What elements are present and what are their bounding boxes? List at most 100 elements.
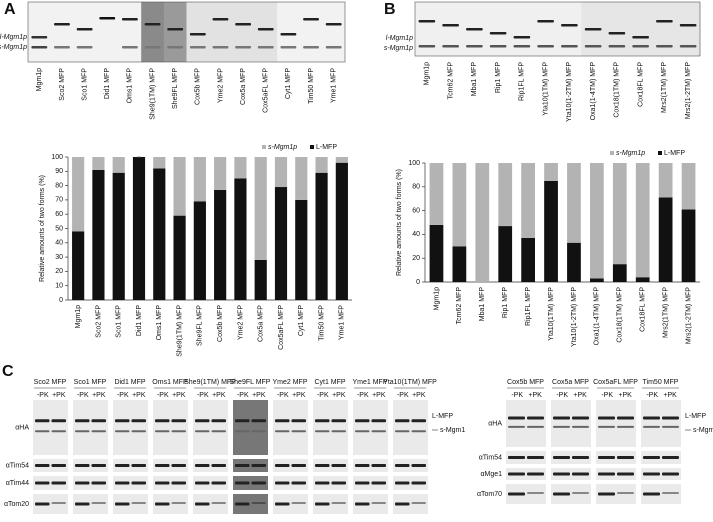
blot-band: [235, 502, 250, 506]
bar-segment: [658, 197, 673, 282]
blot-band: [643, 472, 660, 476]
blot-band: [155, 481, 170, 485]
blot-band: [561, 45, 578, 48]
blot-band: [598, 456, 615, 459]
blot-band: [315, 419, 330, 423]
blot-band: [331, 419, 346, 423]
blot-band: [155, 419, 170, 423]
blot-panel: [551, 400, 591, 447]
blot-panel: [596, 484, 636, 504]
blot-band: [395, 464, 410, 467]
blot-panel: [353, 459, 388, 472]
panel-label: C: [2, 363, 14, 380]
y-tick-label: 20: [412, 255, 420, 262]
blot-band: [280, 33, 297, 36]
blot-band: [508, 456, 525, 459]
group-label: Yta10(1TM) MFP: [383, 379, 437, 386]
blot-lane: [676, 2, 701, 56]
blot-lane: [209, 2, 233, 62]
blot-band: [54, 46, 70, 49]
blot-band: [411, 502, 426, 504]
blot-panel: [273, 400, 308, 455]
blot-band: [489, 45, 507, 48]
blot-panel: [353, 400, 388, 455]
blot-band: [75, 430, 90, 433]
bar-segment: [612, 264, 627, 282]
blot-lane: [652, 2, 677, 56]
blot-panel: [193, 476, 228, 490]
lane-label: Cox5a MFP: [240, 68, 247, 105]
blot-band: [131, 430, 146, 433]
panel-label: B: [384, 1, 396, 18]
blot-panel: [273, 494, 308, 514]
row-label: αTim44: [6, 480, 29, 487]
blot-panel: [393, 400, 428, 455]
blot-lane: [628, 2, 653, 56]
blot-band: [598, 416, 615, 420]
blot-band: [527, 425, 544, 428]
blot-band: [144, 23, 161, 26]
blot-band: [171, 430, 186, 433]
lane-label: -PK: [237, 392, 249, 399]
blot-band: [466, 45, 483, 48]
blot-band: [303, 46, 319, 49]
blot-panel: [393, 476, 428, 490]
blot-band: [31, 36, 48, 39]
blot-panel: [641, 451, 681, 464]
bar-segment: [234, 157, 247, 179]
blot-band: [527, 472, 544, 476]
blot-panel: [233, 459, 268, 472]
blot-band: [303, 18, 319, 21]
row-label: αHA: [15, 424, 29, 431]
blot-band: [325, 23, 342, 26]
bar-segment: [112, 172, 125, 300]
blot-band: [76, 28, 93, 31]
blot-lane: [533, 2, 558, 56]
y-tick-label: 70: [55, 197, 63, 204]
blot-band: [508, 416, 525, 420]
blot-band: [91, 502, 106, 504]
blot-band: [395, 502, 410, 506]
bar-segment: [214, 157, 227, 190]
blot-band: [171, 464, 186, 467]
blot-band: [572, 456, 589, 459]
blot-band: [331, 502, 346, 504]
blot-band: [211, 430, 226, 433]
blot-band: [371, 430, 386, 433]
blot-band: [251, 481, 266, 485]
blot-band: [155, 430, 170, 433]
group-label: Sco2 MFP: [34, 379, 67, 386]
lane-label: +PK: [52, 392, 66, 399]
blot-panel: [641, 484, 681, 504]
blot-panel: [153, 400, 188, 455]
blot-band: [195, 481, 210, 485]
blot-band: [656, 45, 673, 48]
blot-band: [355, 481, 370, 485]
y-tick-label: 40: [412, 231, 420, 238]
x-tick-label: Oms1 MFP: [156, 305, 163, 341]
blot-lane: [438, 2, 463, 56]
blot-band: [275, 419, 290, 423]
x-tick-label: Cyt1 MFP: [298, 305, 305, 336]
lane-label: She9FL MFP: [172, 68, 179, 109]
blot-band: [598, 425, 615, 428]
blot-band: [211, 464, 226, 467]
x-tick-label: Cox5aFL MFP: [278, 305, 285, 350]
lane-label: +PK: [372, 392, 386, 399]
lane-label: Did1 MFP: [104, 68, 111, 99]
row-label: αTim54: [6, 462, 29, 469]
blot-panel: [393, 494, 428, 514]
blot-lane: [415, 2, 440, 56]
blot-band: [189, 46, 206, 49]
blot-band: [75, 464, 90, 467]
blot-band: [76, 46, 93, 49]
lane-label: +PK: [573, 392, 587, 399]
lane-label: -PK: [157, 392, 169, 399]
blot-band: [395, 430, 410, 433]
x-tick-label: Sco2 MFP: [95, 305, 102, 338]
blot-band: [211, 419, 226, 423]
blot-band: [411, 464, 426, 467]
blot-band: [553, 416, 570, 420]
bar-segment: [92, 157, 105, 170]
blot-band: [527, 492, 544, 494]
